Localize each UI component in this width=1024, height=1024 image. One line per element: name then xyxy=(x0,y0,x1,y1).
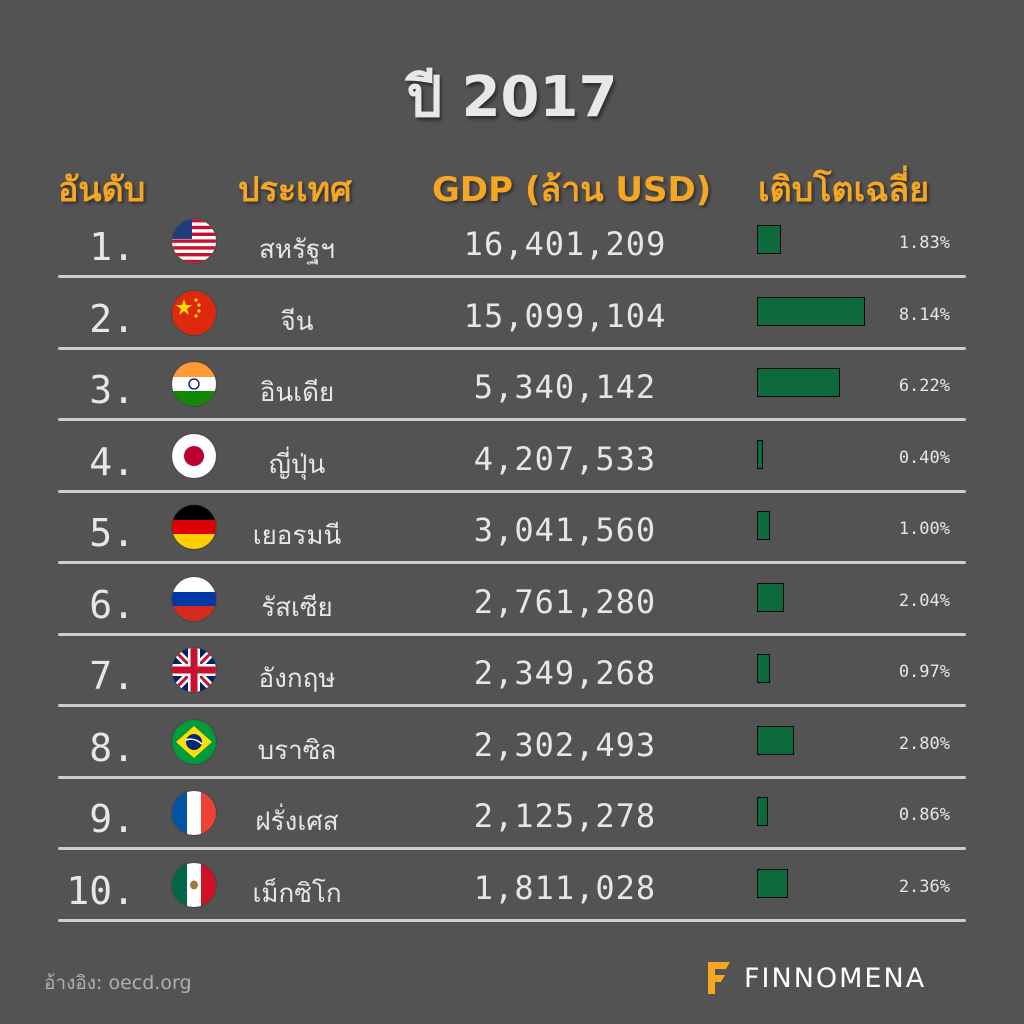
row-divider xyxy=(58,489,966,493)
growth-label: 0.97% xyxy=(898,662,950,682)
growth-bar xyxy=(757,868,788,898)
row-divider xyxy=(58,561,966,564)
china-flag-icon xyxy=(172,290,216,335)
header-country: ประเทศ xyxy=(238,170,352,210)
row-divider xyxy=(58,632,966,636)
gdp-value: 1,811,028 xyxy=(473,868,657,907)
rank-label: 3. xyxy=(89,368,135,412)
growth-bar xyxy=(757,582,784,612)
row-divider xyxy=(58,775,966,779)
mexico-flag-icon xyxy=(172,862,216,907)
table-row: 10. เม็กซิโก 1,811,028 2.36% xyxy=(0,849,1024,922)
growth-bar xyxy=(757,296,865,326)
growth-bar xyxy=(757,797,768,826)
rank-label: 1. xyxy=(89,225,135,269)
usa-flag-icon xyxy=(172,219,216,263)
russia-flag-icon xyxy=(172,576,216,621)
growth-label: 0.40% xyxy=(898,447,950,468)
country-name: ญี่ปุ่น xyxy=(268,449,326,480)
table-row: 2. จีน 15,099,104 8.14% xyxy=(0,277,1024,350)
growth-label: 1.00% xyxy=(898,519,950,539)
gdp-value: 2,761,280 xyxy=(473,582,657,621)
row-divider xyxy=(58,418,966,421)
country-name: เยอรมนี xyxy=(252,521,342,551)
growth-bar xyxy=(757,439,763,469)
growth-label: 8.14% xyxy=(898,304,950,325)
growth-label: 1.83% xyxy=(898,233,950,253)
growth-label: 0.86% xyxy=(898,805,950,825)
growth-label: 2.36% xyxy=(898,876,950,897)
country-name: สหรัฐฯ xyxy=(259,235,335,265)
rank-label: 6. xyxy=(89,582,135,627)
rank-label: 4. xyxy=(89,439,135,484)
row-divider xyxy=(58,847,966,850)
france-flag-icon xyxy=(172,791,216,835)
source-note: อ้างอิง: oecd.org xyxy=(44,972,192,994)
germany-flag-icon xyxy=(172,505,216,549)
country-name: รัสเซีย xyxy=(261,592,333,623)
japan-flag-icon xyxy=(172,433,216,478)
country-name: ฝรั่งเศส xyxy=(255,807,339,837)
row-divider xyxy=(58,918,966,922)
growth-bar xyxy=(757,225,781,254)
brand-name: FINNOMENA xyxy=(744,962,927,994)
india-flag-icon xyxy=(172,362,216,406)
country-name: จีน xyxy=(280,306,314,337)
table-row: 6. รัสเซีย 2,761,280 2.04% xyxy=(0,563,1024,636)
gdp-value: 2,125,278 xyxy=(473,797,657,835)
gdp-value: 5,340,142 xyxy=(473,368,657,406)
page-title: ปี 2017 xyxy=(406,65,618,130)
table-row: 8. บราซิล 2,302,493 2.80% xyxy=(0,706,1024,779)
table-row: 5. เยอรมนี 3,041,560 1.00% xyxy=(0,491,1024,564)
rank-label: 8. xyxy=(89,725,135,770)
growth-bar xyxy=(757,725,794,755)
header-rank: อันดับ xyxy=(58,170,146,210)
uk-flag-icon xyxy=(172,648,216,692)
row-divider xyxy=(58,275,966,278)
rank-label: 7. xyxy=(89,654,135,698)
growth-label: 2.04% xyxy=(898,590,950,611)
header-growth: เติบโตเฉลี่ย xyxy=(758,170,930,210)
finnomena-logo-icon xyxy=(708,962,730,994)
table-row: 3. อินเดีย 5,340,142 6.22% xyxy=(0,348,1024,421)
gdp-value: 16,401,209 xyxy=(463,225,667,263)
country-name: อังกฤษ xyxy=(258,664,336,694)
growth-label: 2.80% xyxy=(898,733,950,754)
row-divider xyxy=(58,704,966,707)
growth-label: 6.22% xyxy=(898,376,950,396)
rank-label: 9. xyxy=(89,797,135,841)
row-divider xyxy=(58,346,966,350)
rank-label: 10. xyxy=(66,868,135,913)
growth-bar xyxy=(757,654,770,683)
table-row: 7. อังกฤษ 2,349,268 0.97% xyxy=(0,634,1024,707)
table-row: 9. ฝรั่งเศส 2,125,278 0.86% xyxy=(0,777,1024,850)
growth-bar xyxy=(757,368,840,397)
gdp-value: 15,099,104 xyxy=(463,296,667,335)
gdp-value: 2,349,268 xyxy=(473,654,657,692)
gdp-value: 4,207,533 xyxy=(473,439,657,478)
brand-logo: FINNOMENA xyxy=(706,958,926,998)
gdp-value: 2,302,493 xyxy=(473,725,657,764)
country-name: บราซิล xyxy=(257,735,337,766)
table-row: 1. สหรัฐฯ 16,401,209 1.83% xyxy=(0,205,1024,278)
country-name: เม็กซิโก xyxy=(252,878,342,909)
header-gdp: GDP (ล้าน USD) xyxy=(432,170,712,210)
country-name: อินเดีย xyxy=(259,378,335,408)
rank-label: 5. xyxy=(89,511,135,555)
growth-bar xyxy=(757,511,770,540)
table-row: 4. ญี่ปุ่น 4,207,533 0.40% xyxy=(0,420,1024,493)
brazil-flag-icon xyxy=(172,719,216,764)
rank-label: 2. xyxy=(89,296,135,341)
gdp-value: 3,041,560 xyxy=(473,511,657,549)
